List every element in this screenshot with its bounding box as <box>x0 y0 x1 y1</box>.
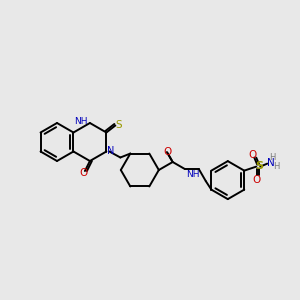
Text: O: O <box>80 168 88 178</box>
Text: O: O <box>163 147 171 157</box>
Text: N: N <box>267 158 275 168</box>
Text: O: O <box>248 150 256 160</box>
Text: S: S <box>115 119 122 130</box>
Text: NH: NH <box>186 170 199 179</box>
Text: S: S <box>255 160 263 171</box>
Text: O: O <box>252 175 260 184</box>
Text: H: H <box>273 162 279 171</box>
Text: NH: NH <box>74 117 87 126</box>
Text: H: H <box>269 153 275 162</box>
Text: N: N <box>107 146 115 157</box>
